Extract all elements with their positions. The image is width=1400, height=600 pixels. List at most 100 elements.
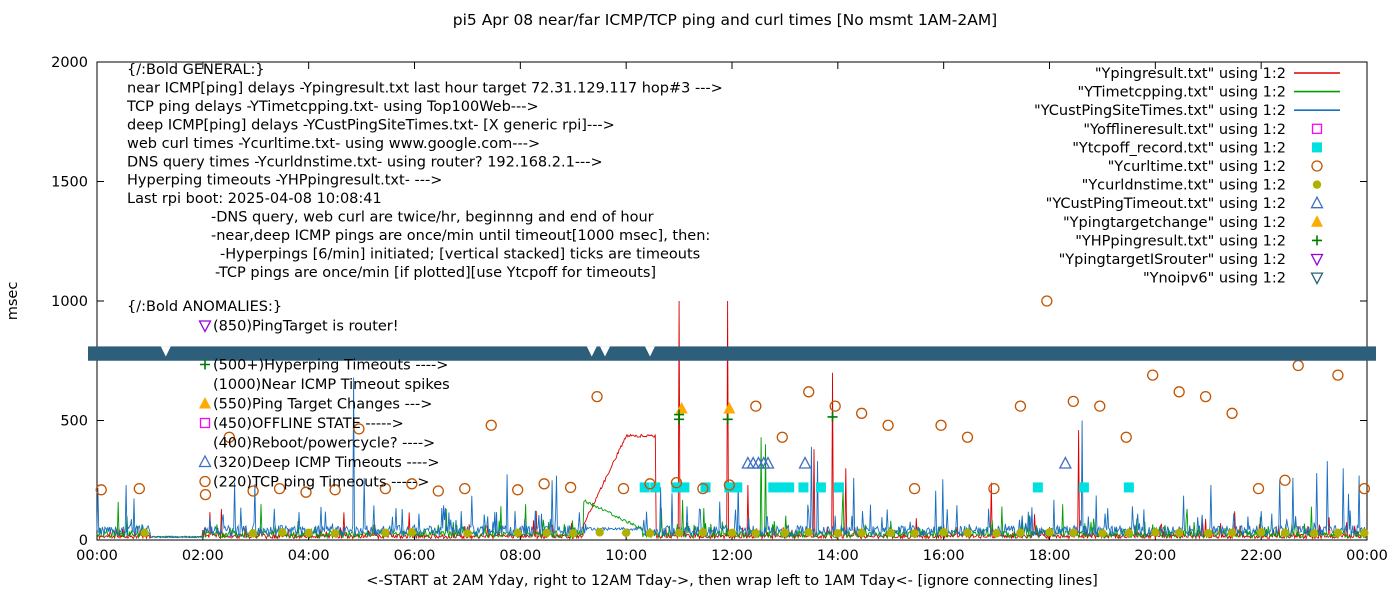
point-circle-open <box>273 482 286 495</box>
y-tick-label: 2000 <box>51 55 88 71</box>
point-circle-filled <box>857 528 866 538</box>
anomaly-text: (400)Reboot/powercycle? ----> <box>213 436 435 452</box>
legend-marker <box>1311 215 1323 227</box>
general-text-line: {/:Bold GENERAL:} <box>127 62 265 78</box>
legend-label: "YCustPingTimeout.txt" using 1:2 <box>1046 196 1286 212</box>
legend-marker <box>1310 272 1324 286</box>
x-tick-label: 00:00 <box>76 548 118 564</box>
point-circle-filled <box>963 528 972 538</box>
point-square-filled <box>732 482 743 493</box>
legend-marker <box>1311 123 1323 134</box>
point-circle-open <box>329 484 341 496</box>
point-circle-open <box>644 478 656 490</box>
point-circle-open <box>670 476 683 489</box>
legend-marker <box>1311 160 1323 172</box>
point-circle-open <box>133 482 145 495</box>
general-text-line: Last rpi boot: 2025-04-08 10:08:41 <box>127 191 382 207</box>
legend-label: "Ytcpoff_record.txt" using 1:2 <box>1072 140 1286 156</box>
anomaly-marker <box>198 320 212 333</box>
anomaly-text: (1000)Near ICMP Timeout spikes <box>213 377 450 393</box>
band-notch <box>600 346 610 357</box>
point-circle-open <box>935 419 947 431</box>
general-text-line: -Hyperpings [6/min] initiated; [vertical… <box>220 247 700 263</box>
point-circle-filled <box>330 529 340 538</box>
legend-item: "Ytcpoff_record.txt" using 1:2 <box>1072 140 1322 156</box>
point-circle-filled <box>1256 528 1266 537</box>
point-square-filled <box>768 482 779 493</box>
anomaly-marker <box>199 397 211 409</box>
legend-label: "Ynoipv6" using 1:2 <box>1143 271 1286 287</box>
legend-item: "Yofflineresult.txt" using 1:2 <box>1083 122 1323 138</box>
anomalies-header: {/:Bold ANOMALIES:} <box>127 299 282 315</box>
series-layer <box>95 295 1371 541</box>
point-square-filled <box>650 482 661 493</box>
point-circle-open <box>1094 400 1106 412</box>
point-triangle-open <box>1058 456 1072 469</box>
legend-item: "YCustPingSiteTimes.txt" using 1:2 <box>1034 103 1340 119</box>
legend-item: "Ypingtargetchange" using 1:2 <box>1063 215 1323 231</box>
point-triangle-filled <box>675 402 688 414</box>
point-circle-open <box>1292 359 1304 372</box>
point-circle-open <box>564 481 577 494</box>
band-notch <box>644 346 655 357</box>
axes: 0 500 1000 1500 2000 00:00 02:00 04:00 06:00 08:0… <box>51 55 1388 564</box>
legend-label: "YTimetcpping.txt" using 1:2 <box>1078 85 1286 101</box>
legend-label: "YCustPingSiteTimes.txt" using 1:2 <box>1034 103 1286 119</box>
general-text-line: deep ICMP[ping] delays -YCustPingSiteTim… <box>127 117 615 133</box>
point-circle-filled <box>992 529 1001 538</box>
point-circle-open <box>697 482 709 495</box>
point-circle-open <box>512 484 524 496</box>
anomaly-text: (450)OFFLINE STATE -----> <box>213 416 404 432</box>
point-circle-open <box>1279 474 1291 486</box>
point-square-filled <box>1123 482 1134 493</box>
point-square-filled <box>784 482 795 493</box>
point-circle-filled <box>1098 529 1107 538</box>
point-circle-open <box>750 400 762 412</box>
point-circle-open <box>961 431 974 443</box>
point-circle-filled <box>751 529 761 538</box>
point-square-filled <box>833 482 844 493</box>
point-circle-open <box>485 419 497 431</box>
legend-item: "YHPpingresult.txt" using 1:2 <box>1075 233 1322 249</box>
point-circle-open <box>199 488 212 501</box>
general-text-line: -DNS query, web curl are twice/hr, begin… <box>211 210 654 226</box>
point-circle-filled <box>886 528 895 538</box>
series-Ynoipv6 <box>88 346 1376 361</box>
chart-title: pi5 Apr 08 near/far ICMP/TCP ping and cu… <box>453 11 997 29</box>
x-tick-label: 08:00 <box>499 548 541 564</box>
legend-label: "YHPpingresult.txt" using 1:2 <box>1075 233 1286 249</box>
point-circle-open <box>1226 407 1238 419</box>
point-circle-filled <box>1174 528 1184 538</box>
series-Ycurltime.txt <box>95 295 1371 501</box>
point-circle-open <box>617 482 630 495</box>
point-circle-filled <box>595 528 604 537</box>
point-triangle-open <box>798 456 812 469</box>
y-tick-label: 0 <box>79 533 88 549</box>
point-circle-open <box>1252 482 1265 495</box>
point-circle-open <box>432 485 444 497</box>
legend-item: "Ynoipv6" using 1:2 <box>1143 271 1324 287</box>
x-axis-label: <-START at 2AM Yday, right to 12AM Tday-… <box>366 573 1098 589</box>
legend-item: "YCustPingTimeout.txt" using 1:2 <box>1046 195 1324 212</box>
anomaly-marker <box>199 475 211 488</box>
point-square-filled <box>775 482 786 493</box>
point-circle-filled <box>1333 528 1343 538</box>
point-circle-open <box>1120 431 1132 443</box>
point-square-filled <box>1032 482 1043 493</box>
point-circle-open <box>1014 400 1027 412</box>
point-square-filled <box>679 482 690 493</box>
point-circle-open <box>776 431 788 443</box>
point-circle-open <box>723 479 736 491</box>
point-square-filled <box>700 482 711 493</box>
point-circle-filled <box>1280 528 1290 538</box>
band-notch <box>160 346 171 357</box>
x-tick-label: 02:00 <box>182 548 224 564</box>
point-square-filled <box>1078 482 1089 493</box>
point-circle-open <box>247 485 259 497</box>
legend-marker <box>1312 235 1322 246</box>
x-tick-label: 00:00 <box>1346 548 1388 564</box>
point-circle-open <box>1358 482 1371 495</box>
point-circle-filled <box>1204 529 1213 538</box>
point-circle-filled <box>278 528 287 537</box>
point-square-filled <box>724 482 735 493</box>
